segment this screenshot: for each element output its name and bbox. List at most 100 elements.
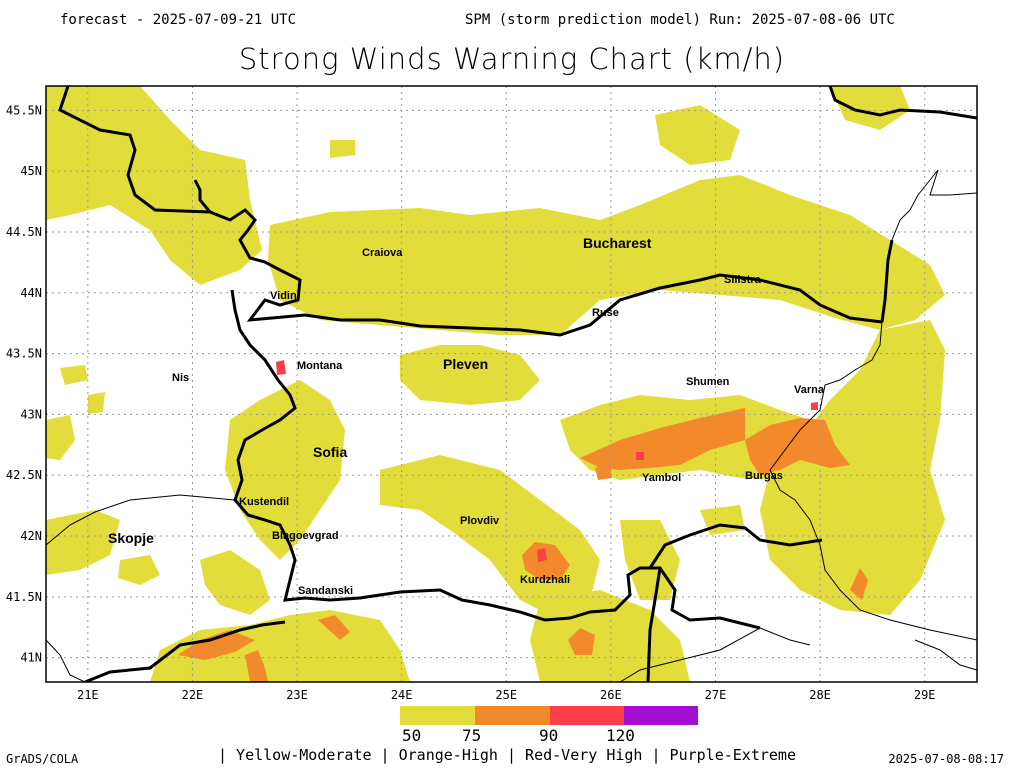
city-label-nis: Nis [172,372,189,384]
chart-title: Strong Winds Warning Chart (km/h) [238,42,786,76]
longitude-tick-label: 27E [705,688,727,702]
forecast-time: forecast - 2025-07-09-21 UTC [60,12,297,28]
zone-moderate [268,175,945,335]
longitude-tick-label: 29E [914,688,936,702]
color-legend: 50 75 90 120 [400,706,698,745]
city-labels: Craiova Bucharest Silistra Vidin Ruse Montana… [108,235,825,597]
zone-moderate [620,520,680,600]
latitude-tick-label: 42.5N [6,468,42,482]
city-label-blagoevgrad: Blagoevgrad [272,530,339,542]
coastline [619,627,811,682]
border-line [58,86,883,337]
zone-moderate [400,345,540,405]
zone-moderate [46,510,120,575]
latitude-tick-label: 45.5N [6,103,42,117]
legend-description: | Yellow-Moderate | Orange-High | Red-Ve… [218,746,796,764]
latitude-tick-label: 45N [20,164,42,178]
very-high-wind-zones [276,360,818,562]
zone-moderate [88,392,105,414]
city-label-varna: Varna [794,384,825,396]
city-label-bucharest: Bucharest [583,235,652,251]
city-label-montana: Montana [297,360,343,372]
high-wind-zones [178,408,868,682]
legend-level: 90 [539,726,558,745]
city-label-ruse: Ruse [592,307,619,319]
zone-moderate [380,455,600,620]
zone-moderate [830,86,910,130]
legend-moderate-swatch [400,706,475,725]
zone-moderate [46,415,75,460]
city-label-burgas: Burgas [745,470,783,482]
map-grid [46,86,977,682]
city-label-silistra: Silistra [724,274,762,286]
border-line [646,567,662,682]
coastline [914,639,977,671]
border-line [283,544,761,630]
model-run-info: SPM (storm prediction model) Run: 2025-0… [465,12,895,28]
zone-very-high [276,360,286,375]
zone-moderate [60,365,88,385]
longitude-axis: 21E 22E 23E 24E 25E 26E 27E 28E 29E [77,688,936,702]
issue-timestamp: 2025-07-08-08:17 [888,752,1004,766]
software-credit: GrADS/COLA [6,752,79,766]
coastline [891,169,977,241]
zone-moderate [225,380,345,560]
zone-moderate [330,140,355,158]
longitude-tick-label: 23E [286,688,308,702]
zone-very-high [811,402,818,410]
city-label-pleven: Pleven [443,356,488,372]
latitude-tick-label: 43.5N [6,347,42,361]
border-line [880,239,894,323]
longitude-tick-label: 21E [77,688,99,702]
coastline [769,321,977,641]
latitude-tick-label: 44N [20,286,42,300]
zone-high [850,568,868,600]
zone-high [568,628,595,655]
longitude-tick-label: 24E [391,688,413,702]
border-line [84,620,286,682]
city-label-skopje: Skopje [108,530,154,546]
zone-moderate [200,550,270,615]
latitude-tick-label: 41N [20,651,42,665]
city-label-shumen: Shumen [686,376,730,388]
longitude-tick-label: 25E [495,688,517,702]
latitude-tick-label: 42N [20,529,42,543]
zone-moderate [850,395,878,425]
city-label-craiova: Craiova [362,247,403,259]
city-label-sandanski: Sandanski [298,585,353,597]
border-line [46,639,86,682]
zone-high [580,408,745,470]
zone-very-high [636,452,644,460]
city-label-vidin: Vidin [270,290,297,302]
zone-high [745,418,850,475]
city-label-sofia: Sofia [313,444,347,460]
city-label-plovdiv: Plovdiv [460,515,500,527]
zone-moderate [655,105,740,165]
latitude-axis: 45.5N 45N 44.5N 44N 43.5N 43N 42.5N 42N 41.5N 41N [6,103,42,664]
legend-level: 50 [402,726,421,745]
legend-level: 120 [606,726,635,745]
zone-moderate [118,555,160,585]
zone-high [522,542,570,580]
latitude-tick-label: 41.5N [6,590,42,604]
latitude-tick-label: 44.5N [6,225,42,239]
zone-high [318,615,350,640]
border-line [230,289,297,546]
wind-zones [46,86,945,682]
city-label-kurdzhali: Kurdzhali [520,574,570,586]
zone-moderate [530,590,690,682]
latitude-tick-label: 43N [20,407,42,421]
zone-moderate [46,86,262,285]
longitude-tick-label: 28E [809,688,831,702]
legend-level: 75 [462,726,481,745]
zone-high [178,630,255,660]
borders [46,86,977,682]
longitude-tick-label: 26E [600,688,622,702]
border-line [648,523,823,569]
longitude-tick-label: 22E [182,688,204,702]
zone-very-high [537,548,547,562]
legend-extreme-swatch [624,706,698,725]
border-line [46,494,236,546]
city-label-yambol: Yambol [642,472,681,484]
